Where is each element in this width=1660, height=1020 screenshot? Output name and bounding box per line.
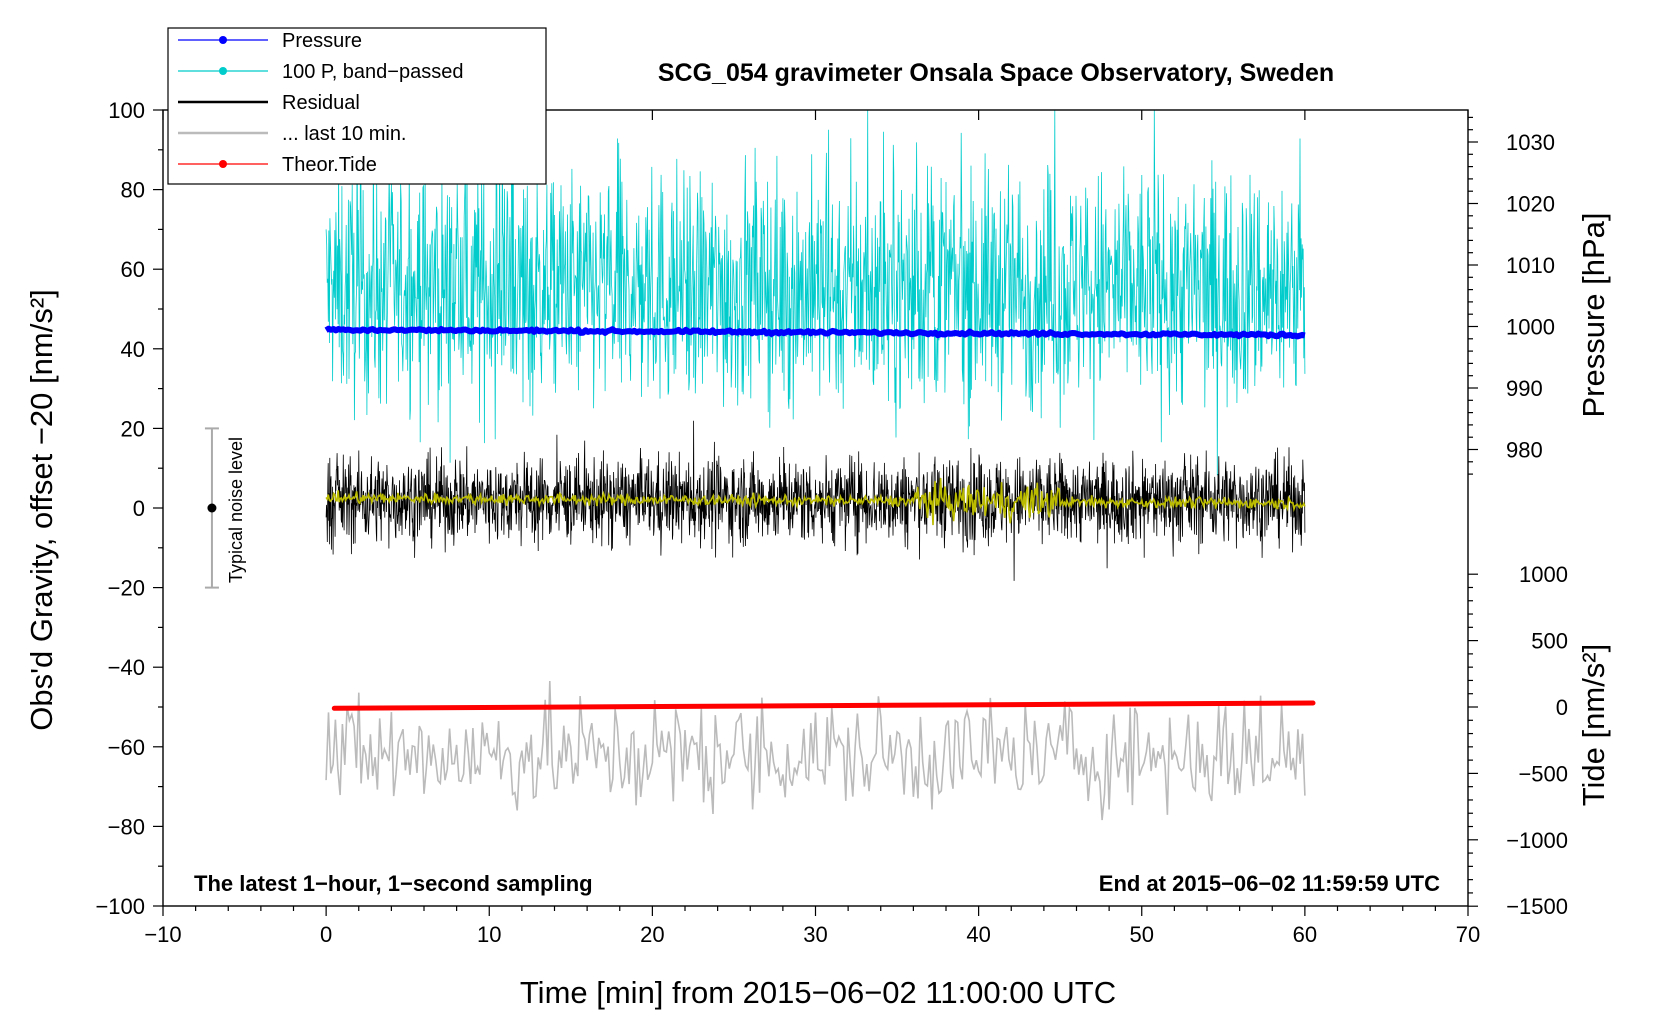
series-pressure-line xyxy=(324,325,1306,340)
pressure-tick-label: 1030 xyxy=(1506,130,1555,155)
legend-label: 100 P, band−passed xyxy=(282,61,463,83)
axes-layer: −10 0 10 20 30 40 50 60 70−100−80−60−40−20020406… xyxy=(95,98,1568,947)
sampling-note: The latest 1−hour, 1−second sampling xyxy=(194,871,593,896)
x-axis-title: Time [min] from 2015−06−02 11:00:00 UTC xyxy=(520,975,1116,1010)
legend-swatch-marker xyxy=(219,36,227,44)
tide-tick-label: −1500 xyxy=(1506,894,1568,919)
noise-level-indicator xyxy=(204,427,219,589)
x-tick-label: 10 xyxy=(477,922,501,947)
y-tick-label: 60 xyxy=(121,257,145,282)
x-tick-label: 60 xyxy=(1293,922,1317,947)
series-last-10-min-line xyxy=(325,680,1306,821)
x-tick-label: 30 xyxy=(803,922,827,947)
noise-level-label: Typical noise level xyxy=(226,437,246,583)
y-axis-title-tide: Tide [nm/s²] xyxy=(1576,644,1611,807)
y-tick-label: −60 xyxy=(108,735,145,760)
legend-label: Theor.Tide xyxy=(282,154,377,176)
legend-swatch-marker xyxy=(219,160,227,168)
y-axis-title-pressure: Pressure [hPa] xyxy=(1576,212,1611,417)
chart-title: SCG_054 gravimeter Onsala Space Observat… xyxy=(658,59,1334,87)
noise-bar-center-dot xyxy=(207,503,217,513)
y-tick-label: 100 xyxy=(108,98,145,123)
pressure-tick-label: 1010 xyxy=(1506,253,1555,278)
series-theoretical-tide-line xyxy=(331,700,1316,711)
x-tick-label: −10 xyxy=(144,922,181,947)
legend-label: Pressure xyxy=(282,30,362,52)
y-tick-label: 20 xyxy=(121,416,145,441)
tide-tick-label: 1000 xyxy=(1519,562,1568,587)
y-tick-label: 40 xyxy=(121,337,145,362)
legend-swatch-marker xyxy=(219,67,227,75)
y-tick-label: −20 xyxy=(108,576,145,601)
y-tick-label: −40 xyxy=(108,655,145,680)
pressure-tick-label: 990 xyxy=(1506,376,1543,401)
pressure-tick-label: 1020 xyxy=(1506,192,1555,217)
x-tick-label: 40 xyxy=(966,922,990,947)
y-tick-label: −80 xyxy=(108,814,145,839)
x-tick-label: 50 xyxy=(1130,922,1154,947)
tide-tick-label: −500 xyxy=(1518,761,1568,786)
data-layer xyxy=(324,109,1316,821)
tide-tick-label: 500 xyxy=(1531,629,1568,654)
x-tick-label: 70 xyxy=(1456,922,1480,947)
pressure-tick-label: 980 xyxy=(1506,438,1543,463)
tide-tick-label: −1000 xyxy=(1506,828,1568,853)
pressure-tick-label: 1000 xyxy=(1506,315,1555,340)
end-time-note: End at 2015−06−02 11:59:59 UTC xyxy=(1099,871,1440,896)
x-tick-label: 20 xyxy=(640,922,664,947)
legend-label: ... last 10 min. xyxy=(282,123,407,145)
legend-label: Residual xyxy=(282,92,360,114)
series-residual-smoothed-line xyxy=(325,477,1306,526)
y-tick-label: 80 xyxy=(121,178,145,203)
legend-box xyxy=(167,27,547,185)
y-tick-label: 0 xyxy=(133,496,145,521)
legend: Pressure 100 P, band−passed Residual ... la… xyxy=(167,27,547,185)
y-axis-title-left: Obs'd Gravity, offset −20 [nm/s²] xyxy=(24,289,59,731)
x-tick-label: 0 xyxy=(320,922,332,947)
tide-tick-label: 0 xyxy=(1556,695,1568,720)
y-tick-label: −100 xyxy=(95,894,145,919)
